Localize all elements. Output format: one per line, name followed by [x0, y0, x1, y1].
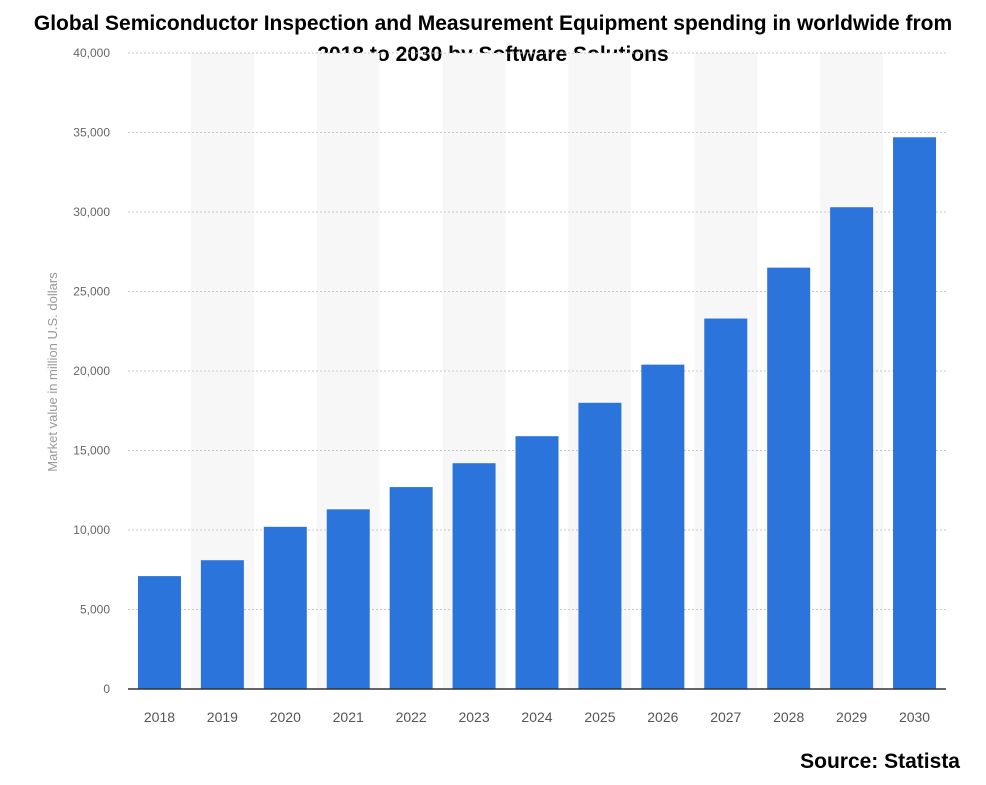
bar-2020: [263, 526, 307, 689]
chart-title-line-1: Global Semiconductor Inspection and Meas…: [33, 12, 953, 35]
bars: [137, 137, 937, 690]
bar-2028: [767, 267, 811, 689]
x-tick-label: 2024: [521, 709, 552, 725]
y-tick-label: 10,000: [73, 523, 110, 537]
x-tick-label: 2027: [710, 709, 741, 725]
bar-2024: [515, 436, 559, 689]
y-tick-label: 0: [103, 682, 110, 696]
bar-2026: [641, 364, 685, 689]
x-tick-label: 2020: [270, 709, 301, 725]
x-tick-label: 2021: [333, 709, 364, 725]
bar-2030: [893, 137, 937, 689]
bar-2027: [704, 318, 748, 689]
y-axis-ticks: 0 5,000 10,000 15,000 20,000 25,000 30,000 35,0…: [73, 46, 110, 696]
x-tick-label: 2023: [458, 709, 489, 725]
y-tick-label: 35,000: [73, 126, 110, 140]
bar-2019: [200, 560, 244, 689]
x-tick-label: 2025: [584, 709, 615, 725]
x-tick-label: 2018: [144, 709, 175, 725]
bar-2018: [137, 576, 181, 689]
x-tick-label: 2026: [647, 709, 678, 725]
x-tick-label: 2019: [207, 709, 238, 725]
x-axis-ticks: 2018 2019 2020 2021 2022 2023 2024 2025 2026 2027…: [144, 709, 930, 725]
source-note: Source: Statista: [800, 750, 960, 773]
bar-2022: [389, 487, 433, 689]
x-tick-label: 2030: [899, 709, 930, 725]
y-tick-label: 15,000: [73, 444, 110, 458]
y-tick-label: 5,000: [80, 603, 110, 617]
x-tick-label: 2028: [773, 709, 804, 725]
bar-2023: [452, 463, 496, 689]
x-tick-label: 2029: [836, 709, 867, 725]
y-tick-label: 40,000: [73, 46, 110, 60]
y-tick-label: 30,000: [73, 205, 110, 219]
x-tick-label: 2022: [396, 709, 427, 725]
y-axis-label: Market value in million U.S. dollars: [45, 272, 60, 472]
bar-2021: [326, 509, 370, 689]
y-tick-label: 20,000: [73, 364, 110, 378]
y-tick-label: 25,000: [73, 285, 110, 299]
bar-2025: [578, 402, 622, 689]
bar-2029: [830, 207, 874, 690]
